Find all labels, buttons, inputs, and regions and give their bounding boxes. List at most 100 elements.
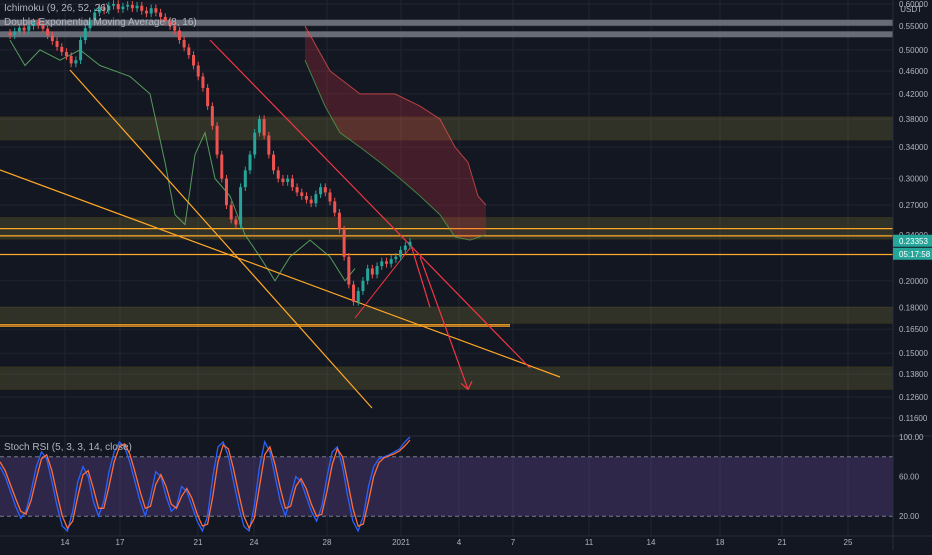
candle-body <box>41 25 45 29</box>
price-tick-label: 0.15000 <box>899 349 928 358</box>
candle-body <box>399 249 403 257</box>
price-tick-label: 0.60000 <box>899 0 928 9</box>
arrow-head <box>460 381 473 391</box>
price-tick-label: 0.55000 <box>899 22 928 31</box>
price-tick-label: 0.18000 <box>899 303 928 312</box>
candle-body <box>295 187 299 193</box>
candle-body <box>384 261 388 264</box>
price-tick-label: 0.13800 <box>899 370 928 379</box>
candle-body <box>224 178 228 206</box>
candle-body <box>375 266 379 275</box>
candle-body <box>130 4 134 9</box>
candle-body <box>300 192 304 197</box>
current-price-bg <box>893 234 932 247</box>
candle-body <box>74 60 78 64</box>
time-tick-label: 18 <box>716 538 725 547</box>
candle-body <box>262 119 266 136</box>
candle-body <box>361 280 365 292</box>
stoch-tick-label: 100.00 <box>899 433 924 442</box>
price-tick-label: 0.46000 <box>899 67 928 76</box>
candle-body <box>69 56 73 64</box>
candle-body <box>394 256 398 260</box>
grid <box>0 0 893 536</box>
candle-body <box>286 178 290 183</box>
candle-body <box>121 6 125 10</box>
time-tick-label: 11 <box>585 538 594 547</box>
price-tick-label: 0.27000 <box>899 201 928 210</box>
candle-body <box>323 187 327 193</box>
resistance-bar <box>0 19 893 26</box>
candle-body <box>347 256 351 285</box>
price-tick-label: 0.42000 <box>899 90 928 99</box>
candle-body <box>239 187 243 225</box>
candle-body <box>8 32 12 36</box>
candle-body <box>32 22 36 26</box>
time-tick-label: 24 <box>250 538 259 547</box>
candle-body <box>107 5 111 11</box>
price-axis-unit: USDT <box>900 5 922 14</box>
trend-lines <box>0 39 561 409</box>
senkou-a <box>304 25 487 206</box>
price-tick-label: 0.30000 <box>899 175 928 184</box>
candle-body <box>220 154 224 179</box>
candle-body <box>234 219 238 225</box>
ema-legend[interactable]: Double Exponential Moving Average (8, 16… <box>4 17 197 28</box>
candle-body <box>290 178 294 188</box>
time-tick-label: 4 <box>457 538 462 547</box>
candle-body <box>192 55 196 66</box>
candle-body <box>314 194 318 204</box>
support-zone <box>0 306 894 324</box>
time-tick-label: 2021 <box>392 538 410 547</box>
chikou-span <box>9 39 356 282</box>
support-zone <box>0 366 894 390</box>
candle-body <box>389 259 393 264</box>
countdown-bg <box>893 247 932 260</box>
candle-body <box>215 125 219 155</box>
candle-body <box>243 170 247 188</box>
candle-body <box>248 154 252 171</box>
candle-body <box>201 76 205 88</box>
candle-body <box>13 31 17 36</box>
level-zones <box>0 19 894 390</box>
candle-body <box>408 241 412 246</box>
projection-arrow-2 <box>419 256 469 390</box>
candle-body <box>55 41 59 47</box>
candle-body <box>97 7 101 13</box>
trendline-red <box>209 39 531 369</box>
trendline-long <box>0 169 561 378</box>
resistance-bar <box>0 31 893 38</box>
candle-body <box>304 196 308 200</box>
candle-body <box>88 21 92 29</box>
price-tick-label: 0.38000 <box>899 115 928 124</box>
candle-body <box>206 87 210 107</box>
candle-body <box>210 106 214 126</box>
stoch-rsi-pane <box>0 435 932 533</box>
ichimoku-legend[interactable]: Ichimoku (9, 26, 52, 26) <box>4 3 110 14</box>
candle-body <box>177 30 181 41</box>
candle-body <box>319 187 323 195</box>
candle-body <box>168 21 172 26</box>
candle-body <box>337 212 341 230</box>
candle-body <box>272 154 276 171</box>
candle-body <box>102 7 106 11</box>
time-tick-label: 7 <box>511 538 516 547</box>
candle-body <box>116 4 120 10</box>
candles <box>8 0 412 306</box>
candle-body <box>403 245 407 250</box>
candle-body <box>154 8 158 13</box>
time-tick-label: 28 <box>323 538 332 547</box>
time-tick-label: 17 <box>116 538 125 547</box>
time-tick-label: 14 <box>647 538 656 547</box>
candle-body <box>370 268 374 275</box>
candle-body <box>229 205 233 220</box>
candle-body <box>257 119 261 133</box>
candle-body <box>380 261 384 267</box>
stoch-tick-label: 20.00 <box>899 512 920 521</box>
candle-body <box>163 16 167 22</box>
price-tick-label: 0.50000 <box>899 46 928 55</box>
stoch-rsi-legend[interactable]: Stoch RSI (5, 3, 3, 14, close) <box>4 442 132 453</box>
